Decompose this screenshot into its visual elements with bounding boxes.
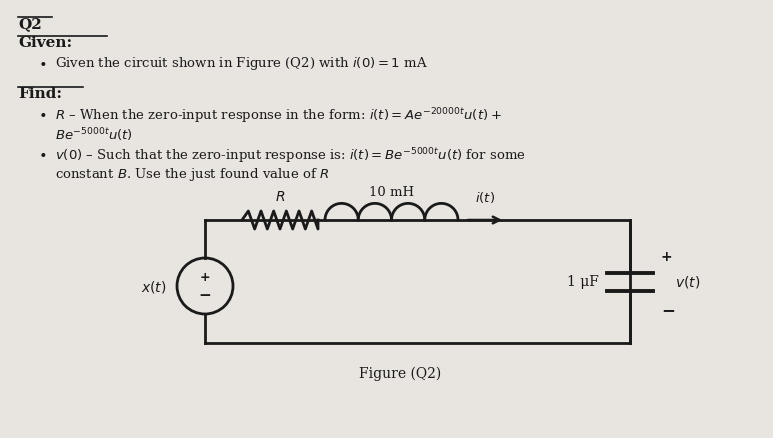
Text: Q2: Q2 bbox=[18, 17, 42, 31]
Text: $R$ – When the zero-input response in the form: $i(t) = Ae^{-20000t}u(t) +$: $R$ – When the zero-input response in th… bbox=[55, 106, 502, 125]
Text: constant $B$. Use the just found value of $R$: constant $B$. Use the just found value o… bbox=[55, 166, 329, 183]
Text: $v(t)$: $v(t)$ bbox=[675, 274, 700, 290]
Text: +: + bbox=[199, 271, 210, 284]
Text: Figure (Q2): Figure (Q2) bbox=[359, 366, 441, 381]
Text: $R$: $R$ bbox=[275, 190, 285, 204]
Text: +: + bbox=[661, 250, 673, 264]
Text: Given:: Given: bbox=[18, 36, 72, 50]
Text: −: − bbox=[661, 301, 675, 319]
Text: −: − bbox=[199, 288, 211, 303]
Text: Find:: Find: bbox=[18, 87, 62, 101]
Text: $Be^{-5000t}u(t)$: $Be^{-5000t}u(t)$ bbox=[55, 126, 133, 143]
Text: $x(t)$: $x(t)$ bbox=[141, 279, 167, 294]
Text: Given the circuit shown in Figure (Q2) with $i(0) = 1$ mA: Given the circuit shown in Figure (Q2) w… bbox=[55, 55, 428, 72]
Text: 10 mH: 10 mH bbox=[369, 186, 414, 198]
Text: $\bullet$: $\bullet$ bbox=[38, 106, 46, 120]
Text: $\bullet$: $\bullet$ bbox=[38, 146, 46, 159]
Text: 1 μF: 1 μF bbox=[567, 275, 599, 289]
Text: $v(0)$ – Such that the zero-input response is: $i(t) = Be^{-5000t}u(t)$ for some: $v(0)$ – Such that the zero-input respon… bbox=[55, 146, 526, 165]
Text: $i(t)$: $i(t)$ bbox=[475, 190, 495, 205]
Text: $\bullet$: $\bullet$ bbox=[38, 55, 46, 69]
